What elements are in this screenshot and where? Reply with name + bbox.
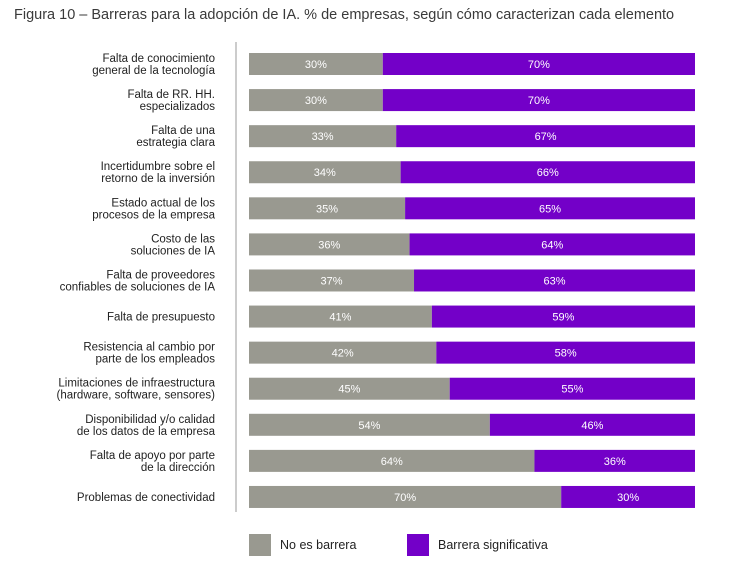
category-label-line: estrategia clara <box>136 137 215 149</box>
category-label-line: de la dirección <box>141 462 215 474</box>
data-label: 58% <box>555 348 577 360</box>
category-label: Falta de presupuesto <box>107 312 215 324</box>
category-label-line: soluciones de IA <box>131 245 216 257</box>
bar-segment-no-es-barrera <box>249 449 535 472</box>
bar-segment-barrera-significativa <box>382 53 695 75</box>
category-label-line: especializados <box>140 101 216 113</box>
category-label-line: retorno de la inversión <box>101 173 215 185</box>
data-label: 64% <box>381 456 403 468</box>
category-label: Limitaciones de infraestructura (hardware… <box>56 378 215 402</box>
data-label: 37% <box>320 275 342 287</box>
bar-segment-no-es-barrera <box>249 377 450 400</box>
legend-label-barrera-significativa: Barrera significativa <box>438 538 548 552</box>
data-label: 46% <box>581 420 603 432</box>
category-label-line: Falta de proveedores <box>106 269 215 281</box>
data-label: 59% <box>552 312 574 324</box>
category-label: Falta de apoyo por parte de la dirección <box>90 450 215 474</box>
bar-segment-barrera-significativa <box>449 377 695 400</box>
bar-segment-no-es-barrera <box>249 485 562 508</box>
data-label: 45% <box>338 384 360 396</box>
bar-segment-no-es-barrera <box>249 89 383 112</box>
bar-segment-barrera-significativa <box>414 269 695 292</box>
bar-segment-barrera-significativa <box>382 89 695 112</box>
category-label-line: Falta de presupuesto <box>107 312 215 324</box>
bars: 30% 70% 30% 70% 33% 67% 34% 66% 35% 65% 36% 64% 37% 6… <box>249 53 695 508</box>
category-label: Falta de RR. HH. especializados <box>127 89 215 113</box>
data-label: 36% <box>318 239 340 251</box>
legend-item-no-es-barrera: No es barrera <box>249 534 356 556</box>
category-label-line: Resistencia al cambio por <box>83 342 215 354</box>
category-label-line: Disponibilidad y/o calidad <box>85 414 215 426</box>
bar-segment-no-es-barrera <box>249 233 410 256</box>
data-label: 70% <box>528 95 550 107</box>
category-label-line: Estado actual de los <box>111 197 215 209</box>
legend-swatch-barrera-significativa <box>407 534 429 556</box>
category-label: Estado actual de los procesos de la empre… <box>92 197 215 221</box>
category-label: Falta de una estrategia clara <box>136 125 215 149</box>
category-label: Resistencia al cambio por parte de los em… <box>83 342 215 366</box>
category-label: Falta de proveedores confiables de soluci… <box>60 269 216 293</box>
data-label: 55% <box>561 384 583 396</box>
category-label: Falta de conocimiento general de la tecno… <box>92 53 215 77</box>
category-label-line: Falta de conocimiento <box>102 53 215 65</box>
data-label: 30% <box>305 95 327 107</box>
category-label: Incertidumbre sobre el retorno de la inve… <box>101 161 215 185</box>
category-label-line: confiables de soluciones de IA <box>60 281 216 293</box>
bar-segment-no-es-barrera <box>249 341 437 364</box>
data-label: 67% <box>535 131 557 143</box>
bar-segment-no-es-barrera <box>249 125 397 148</box>
bar-segment-barrera-significativa <box>534 449 695 472</box>
bar-segment-barrera-significativa <box>489 413 695 436</box>
data-label: 30% <box>617 492 639 504</box>
bar-segment-barrera-significativa <box>436 341 695 364</box>
bar-segment-no-es-barrera <box>249 53 383 75</box>
category-label: Problemas de conectividad <box>77 492 215 504</box>
data-label: 30% <box>305 59 327 71</box>
legend-swatch-no-es-barrera <box>249 534 271 556</box>
bar-segment-barrera-significativa <box>400 161 695 184</box>
data-label: 35% <box>316 203 338 215</box>
category-label-line: de los datos de la empresa <box>77 426 216 438</box>
bar-segment-no-es-barrera <box>249 197 406 220</box>
bar-segment-barrera-significativa <box>431 305 695 328</box>
data-label: 41% <box>329 312 351 324</box>
category-label-line: Limitaciones de infraestructura <box>58 378 215 390</box>
data-label: 33% <box>312 131 334 143</box>
legend-item-barrera-significativa: Barrera significativa <box>407 534 548 556</box>
bar-segment-barrera-significativa <box>561 485 695 508</box>
stacked-bar-chart: Falta de conocimiento general de la tecno… <box>56 42 695 512</box>
category-labels: Falta de conocimiento general de la tecno… <box>56 53 215 504</box>
data-label: 34% <box>314 167 336 179</box>
bar-segment-no-es-barrera <box>249 305 432 328</box>
bar-segment-no-es-barrera <box>249 413 490 436</box>
data-label: 42% <box>332 348 354 360</box>
legend-label-no-es-barrera: No es barrera <box>280 538 357 552</box>
category-label-line: Costo de las <box>151 233 215 245</box>
category-label-line: procesos de la empresa <box>92 209 215 221</box>
data-label: 63% <box>543 275 565 287</box>
category-label-line: Falta de RR. HH. <box>127 89 215 101</box>
category-label-line: Problemas de conectividad <box>77 492 215 504</box>
data-label: 64% <box>541 239 563 251</box>
data-label: 54% <box>358 420 380 432</box>
bar-segment-no-es-barrera <box>249 161 401 184</box>
bar-segment-barrera-significativa <box>405 197 695 220</box>
category-label-line: parte de los empleados <box>95 354 215 366</box>
category-label: Costo de las soluciones de IA <box>131 233 216 257</box>
chart-title: Figura 10 – Barreras para la adopción de… <box>14 7 675 23</box>
data-label: 70% <box>394 492 416 504</box>
category-label: Disponibilidad y/o calidad de los datos d… <box>77 414 216 438</box>
data-label: 70% <box>528 59 550 71</box>
data-label: 36% <box>604 456 626 468</box>
bar-segment-no-es-barrera <box>249 269 415 292</box>
category-label-line: (hardware, software, sensores) <box>56 390 215 402</box>
data-label: 66% <box>537 167 559 179</box>
bar-segment-barrera-significativa <box>409 233 695 256</box>
bar-segment-barrera-significativa <box>396 125 695 148</box>
data-label: 65% <box>539 203 561 215</box>
category-label-line: general de la tecnología <box>92 65 215 77</box>
category-label-line: Falta de apoyo por parte <box>90 450 215 462</box>
category-label-line: Incertidumbre sobre el <box>101 161 215 173</box>
category-label-line: Falta de una <box>151 125 216 137</box>
